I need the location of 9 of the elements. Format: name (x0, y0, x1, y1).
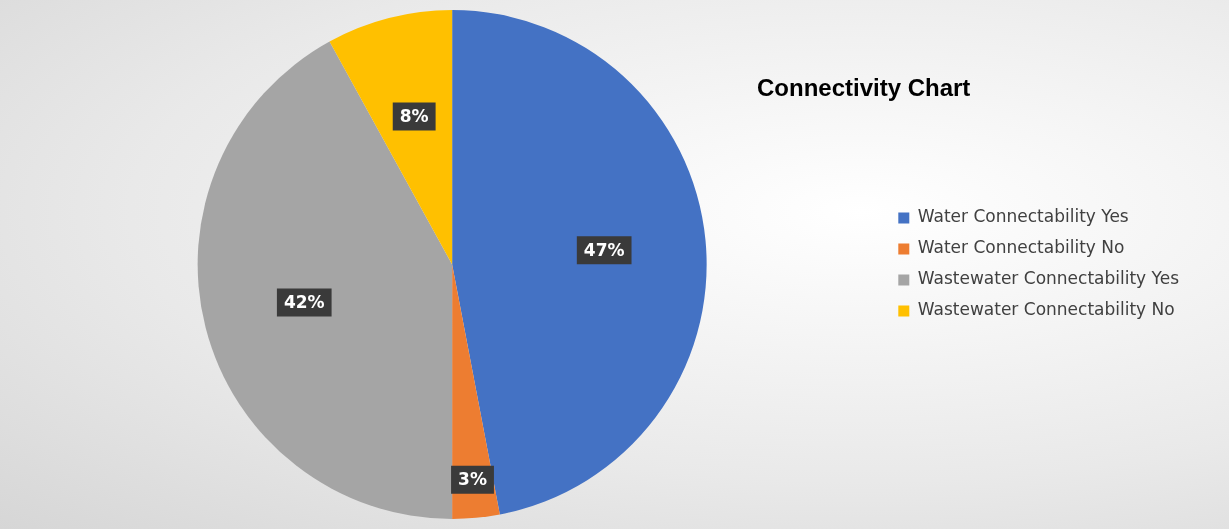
text: Connectivity Chart (757, 74, 971, 102)
data-label: 3% (458, 469, 487, 490)
legend-label: Water Connectability Yes (917, 206, 1129, 227)
legend-label: Wastewater Connectability Yes (917, 268, 1180, 289)
data-label: 42% (283, 291, 325, 312)
data-label: 8% (399, 106, 429, 127)
legend-label: Wastewater Connectability No (917, 299, 1175, 320)
data-label: 47% (583, 239, 625, 260)
legend-label: Water Connectability No (917, 237, 1125, 258)
